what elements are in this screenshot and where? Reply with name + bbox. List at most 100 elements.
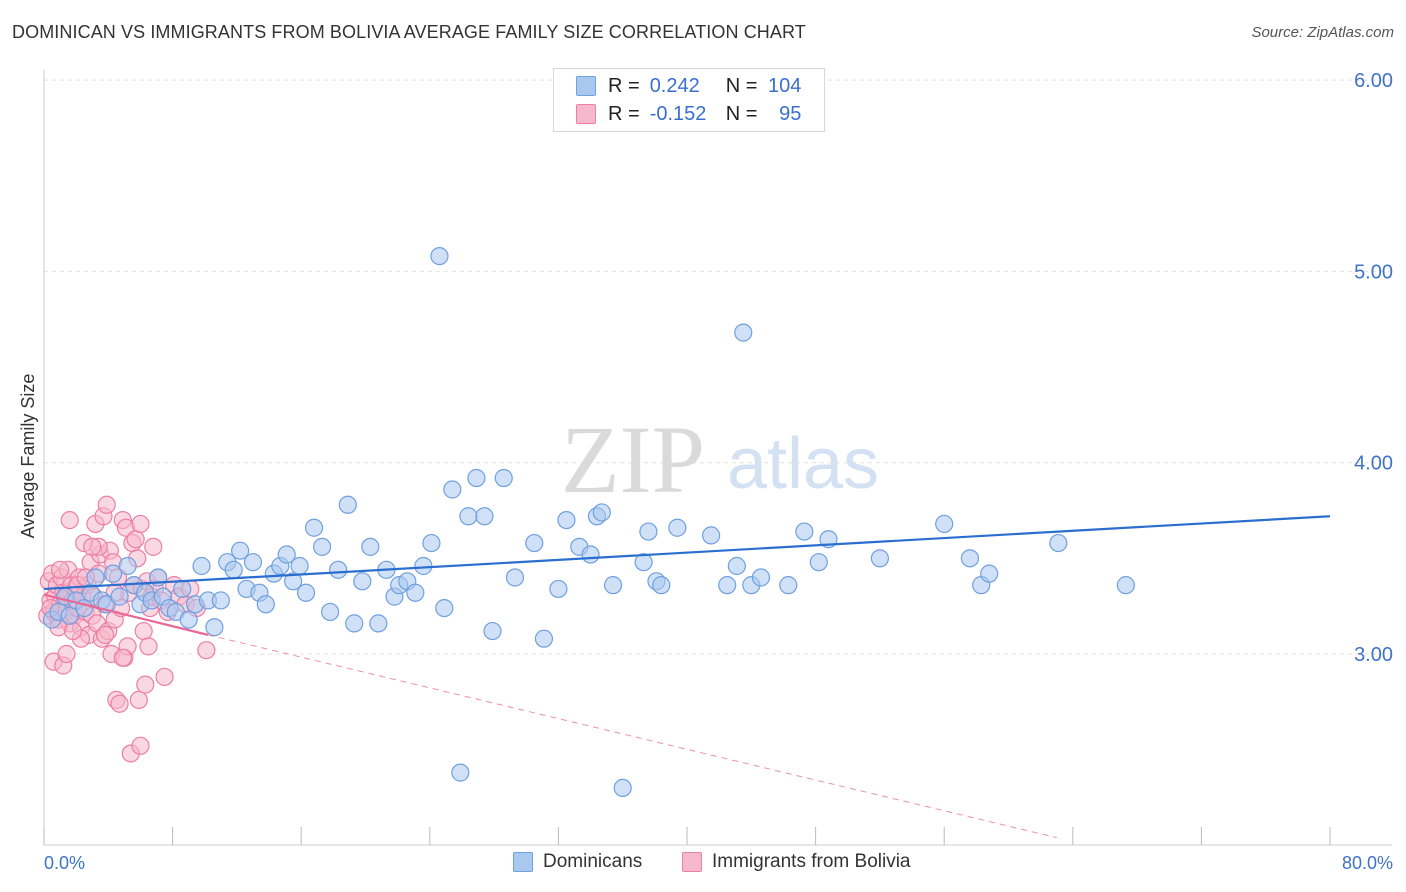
legend-label: Immigrants from Bolivia — [712, 851, 911, 872]
legend-label: Dominicans — [543, 851, 643, 872]
blue-swatch-icon — [576, 76, 596, 96]
data-point — [338, 495, 357, 514]
data-point — [173, 579, 192, 599]
data-point — [224, 560, 243, 579]
data-point — [1049, 533, 1068, 553]
data-point — [155, 667, 174, 687]
data-point — [1116, 576, 1135, 595]
data-point — [734, 323, 753, 342]
r-label: R = — [608, 74, 640, 97]
data-point — [231, 541, 250, 560]
n-label: N = — [725, 74, 758, 97]
data-point — [369, 614, 388, 633]
x-tick-label: 80.0% — [1342, 853, 1393, 873]
data-point — [192, 556, 211, 576]
data-point — [652, 576, 671, 595]
data-point — [345, 614, 364, 633]
legend-item-bolivia: Immigrants from Bolivia — [682, 851, 911, 873]
data-point — [505, 568, 525, 587]
data-point — [613, 778, 632, 798]
data-point — [483, 621, 502, 641]
data-point — [256, 595, 275, 614]
y-tick-label: 4.00 — [1354, 453, 1393, 475]
r-value: -0.152 — [649, 102, 707, 125]
data-point — [118, 556, 137, 576]
data-point — [494, 468, 513, 488]
data-point — [110, 587, 129, 606]
data-point — [634, 553, 653, 572]
data-point — [134, 621, 153, 641]
data-point — [63, 621, 83, 641]
data-point — [321, 602, 340, 622]
data-point — [50, 560, 70, 579]
data-point — [60, 510, 79, 530]
source-label: Source: ZipAtlas.com — [1251, 24, 1394, 41]
data-point — [197, 641, 216, 660]
data-point — [304, 518, 324, 537]
axes — [43, 70, 1392, 846]
data-point — [144, 537, 163, 556]
data-point — [277, 545, 296, 564]
n-label: N = — [725, 102, 758, 125]
data-point — [557, 510, 576, 530]
data-point — [57, 644, 76, 664]
data-point — [430, 246, 449, 266]
data-point — [592, 503, 611, 522]
data-point — [422, 533, 441, 553]
data-point — [549, 579, 568, 599]
data-point — [205, 618, 224, 637]
pink-swatch-icon — [576, 104, 596, 124]
stats-row-dominicans: R = 0.242 N = 104 — [576, 73, 801, 99]
n-value: 104 — [768, 74, 802, 97]
data-point — [129, 690, 148, 710]
data-point — [779, 576, 798, 595]
pink-swatch-icon — [682, 852, 702, 872]
data-point — [809, 553, 828, 572]
data-point — [451, 763, 470, 782]
data-point — [459, 507, 478, 526]
blue-swatch-icon — [513, 852, 533, 872]
data-point — [329, 560, 348, 579]
watermark: ZIP atlas — [561, 406, 879, 513]
trend-line-dominicans — [43, 515, 1331, 591]
stats-row-bolivia: R = -0.152 N = 95 — [576, 101, 801, 127]
y-tick-label: 6.00 — [1354, 70, 1393, 92]
data-point — [935, 514, 954, 534]
trend-line-bolivia-extension — [207, 634, 1057, 839]
data-point — [603, 576, 623, 595]
data-point — [581, 545, 600, 564]
data-point — [960, 549, 980, 568]
y-tick-label: 3.00 — [1354, 644, 1393, 666]
data-point — [475, 507, 494, 526]
data-point — [284, 572, 303, 591]
data-point — [639, 522, 658, 541]
data-point — [718, 576, 737, 595]
data-point — [131, 736, 150, 755]
gridlines — [44, 79, 1392, 655]
y-tick-label: 5.00 — [1354, 261, 1393, 283]
data-point — [131, 514, 150, 534]
data-point — [353, 572, 372, 591]
data-point — [751, 568, 771, 587]
trend-line-bolivia — [43, 593, 209, 636]
data-point — [467, 468, 486, 488]
data-point — [179, 610, 198, 629]
data-point — [980, 564, 999, 583]
r-value: 0.242 — [649, 74, 700, 97]
data-point — [435, 598, 454, 618]
data-point — [126, 530, 145, 549]
tick-labels: 3.00 4.00 5.00 6.00 0.0% 80.0% — [44, 70, 1393, 873]
data-point — [113, 648, 132, 667]
watermark-atlas: atlas — [727, 424, 879, 504]
data-point — [104, 564, 123, 583]
legend-item-dominicans: Dominicans — [513, 851, 642, 873]
data-point — [414, 556, 433, 576]
data-point — [139, 637, 158, 656]
chart-title: DOMINICAN VS IMMIGRANTS FROM BOLIVIA AVE… — [12, 22, 806, 42]
data-point — [83, 537, 102, 556]
series-dominicans — [42, 246, 1135, 798]
data-point — [702, 526, 721, 545]
y-axis-label: Average Family Size — [18, 374, 38, 539]
data-point — [136, 675, 155, 694]
